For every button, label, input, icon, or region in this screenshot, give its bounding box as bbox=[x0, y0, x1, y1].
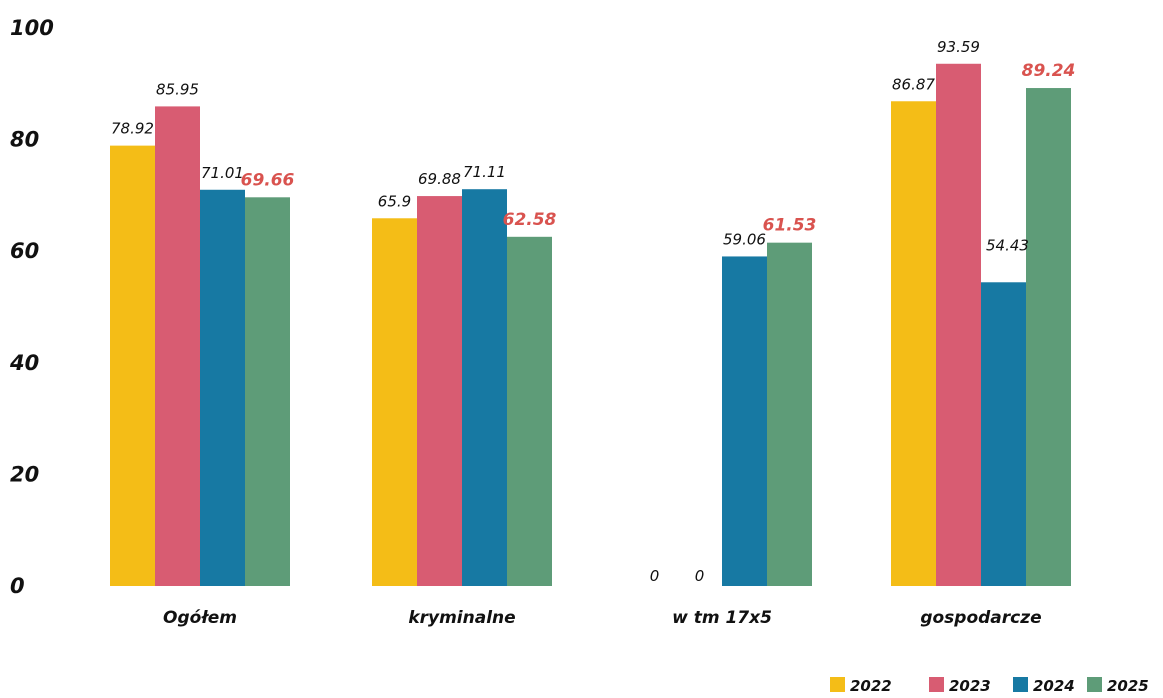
data-label-2022-3: 86.87 bbox=[892, 75, 935, 93]
y-tick-label: 40 bbox=[9, 351, 39, 375]
bar-2024-2 bbox=[722, 256, 767, 586]
bar-2024-3 bbox=[981, 282, 1026, 586]
data-label-2024-2: 59.06 bbox=[723, 230, 766, 248]
legend-label-2024: 2024 bbox=[1033, 677, 1075, 695]
y-tick-label: 60 bbox=[10, 239, 39, 263]
y-tick-label: 100 bbox=[10, 16, 54, 40]
data-label-2023-2: 0 bbox=[695, 567, 705, 585]
bar-2024-1 bbox=[462, 189, 507, 586]
y-axis: 0 20 40 60 80 100 bbox=[9, 16, 54, 598]
data-label-2025-3: 89.24 bbox=[1022, 61, 1076, 81]
legend-swatch-2023 bbox=[929, 677, 944, 692]
x-tick-label: kryminalne bbox=[408, 608, 515, 628]
data-label-2025-1: 62.58 bbox=[503, 210, 557, 230]
y-tick-label: 0 bbox=[10, 574, 25, 598]
x-tick-label: w tm 17x5 bbox=[672, 608, 772, 628]
bars bbox=[110, 63, 1071, 587]
x-axis: Ogółem kryminalne w tm 17x5 gospodarcze bbox=[163, 608, 1042, 628]
data-label-2025-0: 69.66 bbox=[241, 170, 295, 190]
bar-2023-1 bbox=[417, 196, 462, 587]
data-label-2024-1: 71.11 bbox=[463, 163, 506, 181]
y-tick-label: 80 bbox=[10, 128, 39, 152]
data-label-2022-2: 0 bbox=[650, 567, 660, 585]
data-label-2023-0: 85.95 bbox=[156, 80, 199, 98]
bar-2022-3 bbox=[891, 101, 936, 586]
data-label-2024-0: 71.01 bbox=[201, 164, 244, 182]
legend-label-2023: 2023 bbox=[949, 677, 991, 695]
data-label-2022-1: 65.9 bbox=[378, 192, 411, 210]
x-tick-label: gospodarcze bbox=[920, 608, 1041, 628]
bar-2025-1 bbox=[507, 236, 552, 587]
legend-swatch-2022 bbox=[830, 677, 845, 692]
legend-label-2022: 2022 bbox=[850, 677, 892, 695]
data-label-2023-3: 93.59 bbox=[937, 38, 980, 56]
y-tick-label: 20 bbox=[10, 462, 39, 486]
legend-swatch-2025 bbox=[1087, 677, 1102, 692]
legend-label-2025: 2025 bbox=[1107, 677, 1149, 695]
bar-2022-0 bbox=[110, 145, 155, 586]
legend-swatch-2024 bbox=[1013, 677, 1028, 692]
bar-2025-3 bbox=[1026, 88, 1071, 586]
data-label-2022-0: 78.92 bbox=[111, 120, 154, 138]
data-label-2025-2: 61.53 bbox=[763, 216, 817, 236]
bar-2023-0 bbox=[155, 106, 200, 587]
data-label-2024-3: 54.43 bbox=[986, 236, 1029, 254]
bar-2024-0 bbox=[200, 189, 245, 586]
bar-2025-2 bbox=[767, 242, 812, 586]
x-tick-label: Ogółem bbox=[163, 608, 237, 628]
bar-2023-3 bbox=[936, 63, 981, 586]
legend: 2022 2023 2024 2025 bbox=[830, 677, 1149, 695]
data-label-2023-1: 69.88 bbox=[418, 170, 461, 188]
bar-2022-1 bbox=[372, 218, 417, 586]
data-labels: 78.92 65.9 0 86.87 85.95 69.88 0 93.59 71.01 71.1… bbox=[111, 38, 1075, 585]
bar-2025-0 bbox=[245, 197, 290, 587]
